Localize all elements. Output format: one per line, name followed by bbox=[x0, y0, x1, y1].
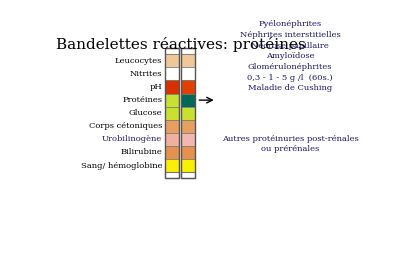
Text: Pyélonéphrites
Néphrites interstitielles
Nécrose papillaire
Amyloïdose
Glomérulo: Pyélonéphrites Néphrites interstitielles… bbox=[240, 20, 341, 92]
Bar bbox=[181, 133, 195, 146]
Bar bbox=[166, 120, 180, 133]
Bar bbox=[166, 107, 180, 120]
Text: Urobilinogène: Urobilinogène bbox=[102, 135, 162, 143]
Bar bbox=[181, 94, 195, 107]
Bar bbox=[181, 107, 195, 120]
Text: Autres protéinuries post-rénales
ou prérénales: Autres protéinuries post-rénales ou prér… bbox=[222, 135, 359, 153]
Bar bbox=[166, 67, 180, 81]
Bar bbox=[181, 48, 195, 178]
Text: Protéines: Protéines bbox=[122, 96, 162, 104]
Text: Nitrites: Nitrites bbox=[130, 70, 162, 78]
Bar bbox=[181, 48, 195, 54]
Text: Corps cétoniques: Corps cétoniques bbox=[89, 122, 162, 130]
Bar bbox=[181, 67, 195, 81]
Bar bbox=[181, 172, 195, 178]
Text: Glucose: Glucose bbox=[129, 109, 162, 117]
Bar bbox=[181, 120, 195, 133]
Bar bbox=[166, 81, 180, 94]
Text: Bilirubine: Bilirubine bbox=[121, 148, 162, 157]
Text: pH: pH bbox=[150, 83, 162, 91]
Bar bbox=[166, 172, 180, 178]
Bar bbox=[166, 48, 180, 54]
Bar bbox=[181, 54, 195, 67]
Text: Sang/ hémoglobine: Sang/ hémoglobine bbox=[81, 161, 162, 170]
Bar bbox=[166, 54, 180, 67]
Bar bbox=[166, 94, 180, 107]
Bar bbox=[166, 159, 180, 172]
Bar bbox=[181, 81, 195, 94]
Text: Bandelettes réactives: protéines: Bandelettes réactives: protéines bbox=[56, 37, 306, 52]
Bar bbox=[166, 48, 180, 178]
Bar bbox=[181, 159, 195, 172]
Bar bbox=[181, 146, 195, 159]
Text: Leucocytes: Leucocytes bbox=[115, 57, 162, 65]
Bar bbox=[166, 146, 180, 159]
Bar bbox=[166, 133, 180, 146]
